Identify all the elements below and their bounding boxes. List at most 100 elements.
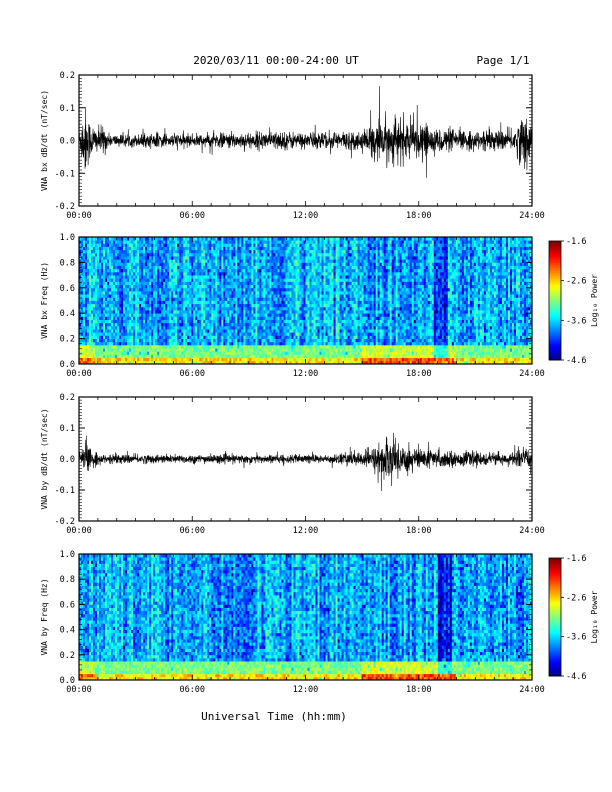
heatmap-cell — [229, 322, 232, 327]
heatmap-cell — [209, 262, 212, 266]
heatmap-cell — [257, 329, 260, 333]
heatmap-cell — [143, 306, 146, 311]
heatmap-cell — [223, 329, 226, 333]
heatmap-cell — [249, 325, 252, 330]
heatmap-cell — [159, 278, 162, 282]
heatmap-cell — [217, 237, 220, 241]
heatmap-cell — [205, 341, 208, 346]
heatmap-cell — [159, 287, 162, 292]
heatmap-cell — [143, 268, 146, 273]
heatmap-cell — [195, 284, 198, 289]
heatmap-cell — [137, 329, 140, 333]
heatmap-cell — [97, 335, 100, 339]
heatmap-cell — [147, 348, 150, 352]
heatmap-cell — [143, 357, 146, 362]
heatmap-cell — [161, 252, 164, 257]
heatmap-cell — [253, 335, 256, 339]
heatmap-cell — [279, 259, 282, 263]
heatmap-cell — [117, 237, 120, 241]
heatmap-cell — [215, 310, 218, 314]
heatmap-cell — [115, 240, 118, 244]
heatmap-cell — [87, 252, 90, 257]
heatmap-cell — [209, 357, 212, 362]
heatmap-cell — [227, 360, 230, 365]
heatmap-cell — [153, 262, 156, 266]
heatmap-cell — [247, 278, 250, 282]
heatmap-cell — [131, 290, 134, 295]
heatmap-cell — [83, 256, 86, 260]
heatmap-cell — [179, 360, 182, 365]
heatmap-cell — [85, 284, 88, 289]
heatmap-cell — [251, 351, 254, 355]
heatmap-cell — [263, 275, 266, 279]
heatmap-cell — [243, 262, 246, 266]
heatmap-cell — [193, 300, 196, 305]
heatmap-cell — [225, 237, 228, 241]
heatmap-cell — [103, 262, 106, 266]
heatmap-cell — [89, 351, 92, 355]
heatmap-cell — [139, 306, 142, 311]
heatmap-cell — [151, 313, 154, 317]
heatmap-cell — [189, 310, 192, 314]
heatmap-cell — [113, 252, 116, 257]
heatmap-cell — [265, 303, 268, 308]
heatmap-cell — [187, 265, 190, 270]
heatmap-cell — [119, 246, 122, 251]
heatmap-cell — [183, 332, 186, 336]
heatmap-cell — [109, 351, 112, 355]
heatmap-cell — [165, 290, 168, 295]
heatmap-cell — [217, 348, 220, 352]
heatmap-cell — [129, 300, 132, 305]
heatmap-cell — [95, 249, 98, 254]
heatmap-cell — [129, 316, 132, 320]
heatmap-cell — [171, 284, 174, 289]
heatmap-cell — [141, 243, 144, 247]
heatmap-cell — [255, 338, 258, 343]
heatmap-cell — [149, 306, 152, 311]
heatmap-cell — [273, 290, 276, 295]
heatmap-cell — [255, 335, 258, 339]
heatmap-cell — [267, 290, 270, 295]
heatmap-cell — [167, 281, 170, 286]
heatmap-cell — [193, 306, 196, 311]
heatmap-cell — [219, 300, 222, 305]
heatmap-cell — [111, 271, 114, 276]
heatmap-cell — [81, 287, 84, 292]
heatmap-cell — [91, 243, 94, 247]
heatmap-cell — [209, 271, 212, 276]
heatmap-cell — [135, 316, 138, 320]
heatmap-cell — [275, 259, 278, 263]
heatmap-cell — [157, 262, 160, 266]
heatmap-cell — [79, 303, 82, 308]
heatmap-cell — [271, 338, 274, 343]
heatmap-cell — [217, 322, 220, 327]
heatmap-cell — [195, 275, 198, 279]
heatmap-cell — [157, 271, 160, 276]
heatmap-cell — [221, 351, 224, 355]
heatmap-cell — [145, 297, 148, 301]
heatmap-cell — [159, 310, 162, 314]
heatmap-cell — [93, 329, 96, 333]
heatmap-cell — [185, 325, 188, 330]
heatmap-cell — [173, 237, 176, 241]
heatmap-cell — [251, 290, 254, 295]
heatmap-cell — [163, 360, 166, 365]
heatmap-cell — [185, 249, 188, 254]
heatmap-cell — [83, 259, 86, 263]
heatmap-cell — [131, 268, 134, 273]
heatmap-cell — [187, 271, 190, 276]
heatmap-cell — [183, 290, 186, 295]
heatmap-cell — [179, 252, 182, 257]
heatmap-cell — [245, 259, 248, 263]
heatmap-cell — [97, 348, 100, 352]
heatmap-cell — [105, 256, 108, 260]
heatmap-cell — [239, 338, 242, 343]
heatmap-cell — [183, 275, 186, 279]
heatmap-cell — [103, 256, 106, 260]
heatmap-cell — [229, 287, 232, 292]
heatmap-cell — [87, 297, 90, 301]
heatmap-cell — [117, 287, 120, 292]
heatmap-cell — [163, 344, 166, 349]
heatmap-cell — [141, 360, 144, 365]
heatmap-cell — [221, 300, 224, 305]
